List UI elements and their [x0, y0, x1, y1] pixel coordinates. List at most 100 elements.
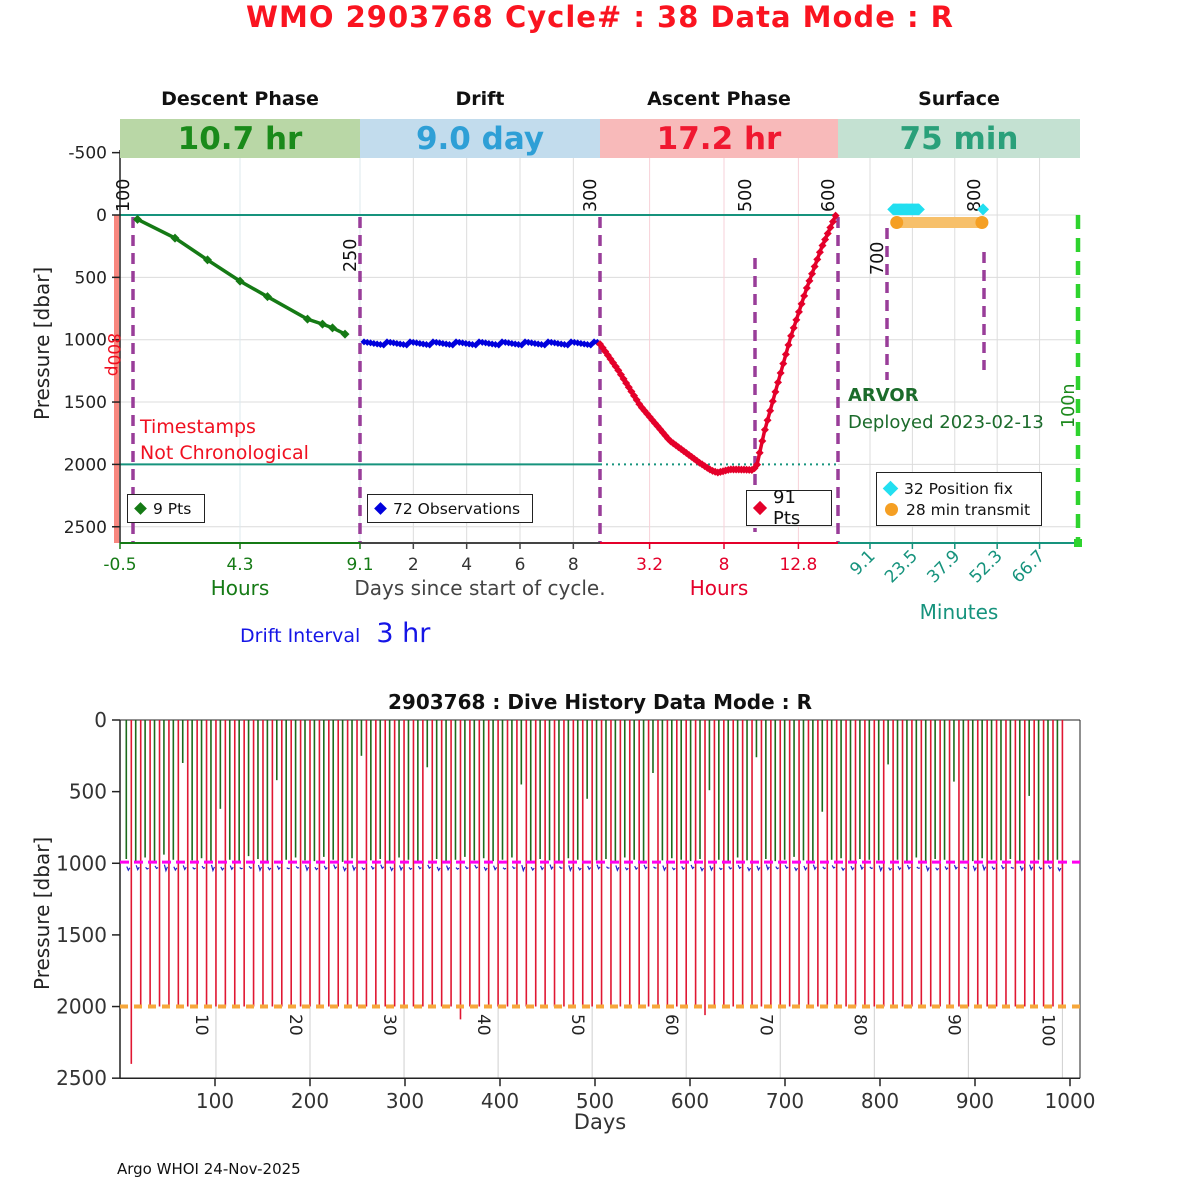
event-label-700: 700 [868, 242, 888, 275]
surface-axis-caption: Minutes [919, 600, 999, 624]
drift-history-trace [239, 867, 243, 870]
drift-history-trace [145, 866, 149, 870]
x-tick-label: 700 [766, 1089, 804, 1113]
cycle-number-label: 90 [943, 1014, 963, 1036]
descent-phase-header: Descent Phase [161, 88, 319, 110]
x-tick-label: -0.5 [103, 555, 136, 575]
drift-history-trace [925, 865, 930, 873]
drift-interval-label: Drift Interval [240, 625, 361, 647]
surface-legend: 32 Position fix 28 min transmit [876, 472, 1042, 526]
drift-history-trace [765, 864, 770, 871]
y-tick-label: 1500 [56, 923, 107, 947]
descent-profile-line [136, 217, 346, 336]
drift-history-trace [746, 866, 752, 872]
timestamps-note: Timestamps Not Chronological [140, 414, 309, 466]
drift-history-trace [380, 864, 385, 870]
drift-history-trace [257, 864, 263, 873]
ascent-point [768, 397, 777, 406]
drift-history-trace [888, 867, 893, 872]
drift-history-trace [784, 864, 789, 870]
drift-history-trace [304, 864, 310, 872]
y-tick-label: 2500 [64, 518, 107, 538]
dive-history-title: 2903768 : Dive History Data Mode : R [388, 690, 812, 714]
ascent-point [828, 217, 837, 226]
event-label-600: 600 [819, 179, 839, 212]
cycle-number-label: 30 [379, 1014, 399, 1036]
drift-history-trace [577, 866, 582, 871]
drift-history-trace [295, 866, 300, 869]
drift-history-trace [803, 865, 808, 871]
ascent-point [774, 378, 783, 387]
ascent-phase-header: Ascent Phase [647, 88, 791, 110]
ascent-point [755, 448, 764, 457]
ascent-point [779, 359, 788, 368]
drift-history-trace [963, 866, 967, 869]
green-diamond-icon [134, 502, 147, 515]
ascent-point [792, 315, 801, 324]
drift-history-trace [568, 865, 573, 873]
cycle-number-label: 50 [567, 1014, 587, 1036]
bottom-y-axis-label: Pressure [dbar] [30, 836, 54, 990]
drift-interval-note: Drift Interval 3 hr [240, 618, 430, 649]
drift-history-trace [229, 865, 234, 871]
x-tick-label: 8 [568, 555, 579, 575]
ascent-point [789, 323, 798, 332]
drift-history-trace [502, 867, 507, 870]
drift-history-trace [530, 866, 535, 872]
drift-history-trace [521, 864, 526, 873]
drift-history-trace [389, 866, 394, 872]
descent-point [328, 323, 337, 333]
ascent-axis-caption: Hours [689, 576, 749, 600]
timestamps-note-line1: Timestamps [140, 416, 256, 438]
ascent-point [805, 276, 814, 285]
drift-axis-caption: Days since start of cycle. [354, 576, 606, 600]
drift-history-trace [1029, 864, 1034, 872]
drift-history-trace [163, 864, 168, 873]
x-tick-label: 4.3 [226, 555, 253, 575]
drift-history-trace [201, 865, 206, 870]
x-tick-label: 37.9 [923, 546, 964, 587]
cycle-number-label: 80 [849, 1014, 869, 1036]
drift-history-trace [916, 866, 920, 869]
drift-history-trace [220, 866, 225, 871]
drift-history-trace [323, 865, 328, 871]
drift-history-trace [850, 865, 855, 871]
drift-history-trace [436, 866, 441, 872]
float-model-label: ARVOR [848, 385, 919, 406]
x-tick-label: 6 [515, 555, 526, 575]
red-diamond-icon [752, 500, 768, 516]
drift-history-trace [596, 864, 601, 870]
y-tick-label: 0 [94, 708, 107, 732]
transmit-end-marker [975, 215, 989, 229]
y-tick-label: 500 [69, 780, 107, 804]
ascent-point [766, 406, 775, 415]
ascent-point [781, 350, 790, 359]
drift-history-trace [267, 866, 272, 871]
x-tick-label: 3.2 [636, 555, 663, 575]
drift-history-trace [756, 865, 761, 872]
event-label-100n: 100n [1059, 384, 1079, 429]
event-label-800: 800 [965, 179, 985, 212]
drift-history-trace [126, 866, 131, 872]
cycle-number-label: 100 [1037, 1014, 1057, 1046]
days-axis-label: Days [573, 1110, 627, 1134]
position-fix [912, 203, 925, 216]
drift-history-trace [135, 865, 140, 871]
ascent-point [813, 255, 822, 264]
drift-legend-label: 72 Observations [393, 499, 521, 518]
drift-history-trace [446, 865, 451, 872]
drift-legend: 72 Observations [367, 494, 533, 523]
timestamps-note-line2: Not Chronological [140, 442, 309, 464]
cycle-number-label: 70 [755, 1014, 775, 1036]
event-label-300: 300 [581, 179, 601, 212]
drift-history-trace [624, 867, 629, 871]
drift-history-trace [709, 865, 714, 872]
drift-history-trace [991, 866, 996, 871]
ascent-duration-band: 17.2 hr [600, 119, 838, 158]
drift-history-trace [154, 865, 159, 870]
drift-duration-band: 9.0 day [360, 119, 600, 158]
ascent-point [815, 248, 824, 257]
drift-interval-value: 3 hr [376, 618, 431, 649]
drift-history-trace [427, 864, 432, 870]
